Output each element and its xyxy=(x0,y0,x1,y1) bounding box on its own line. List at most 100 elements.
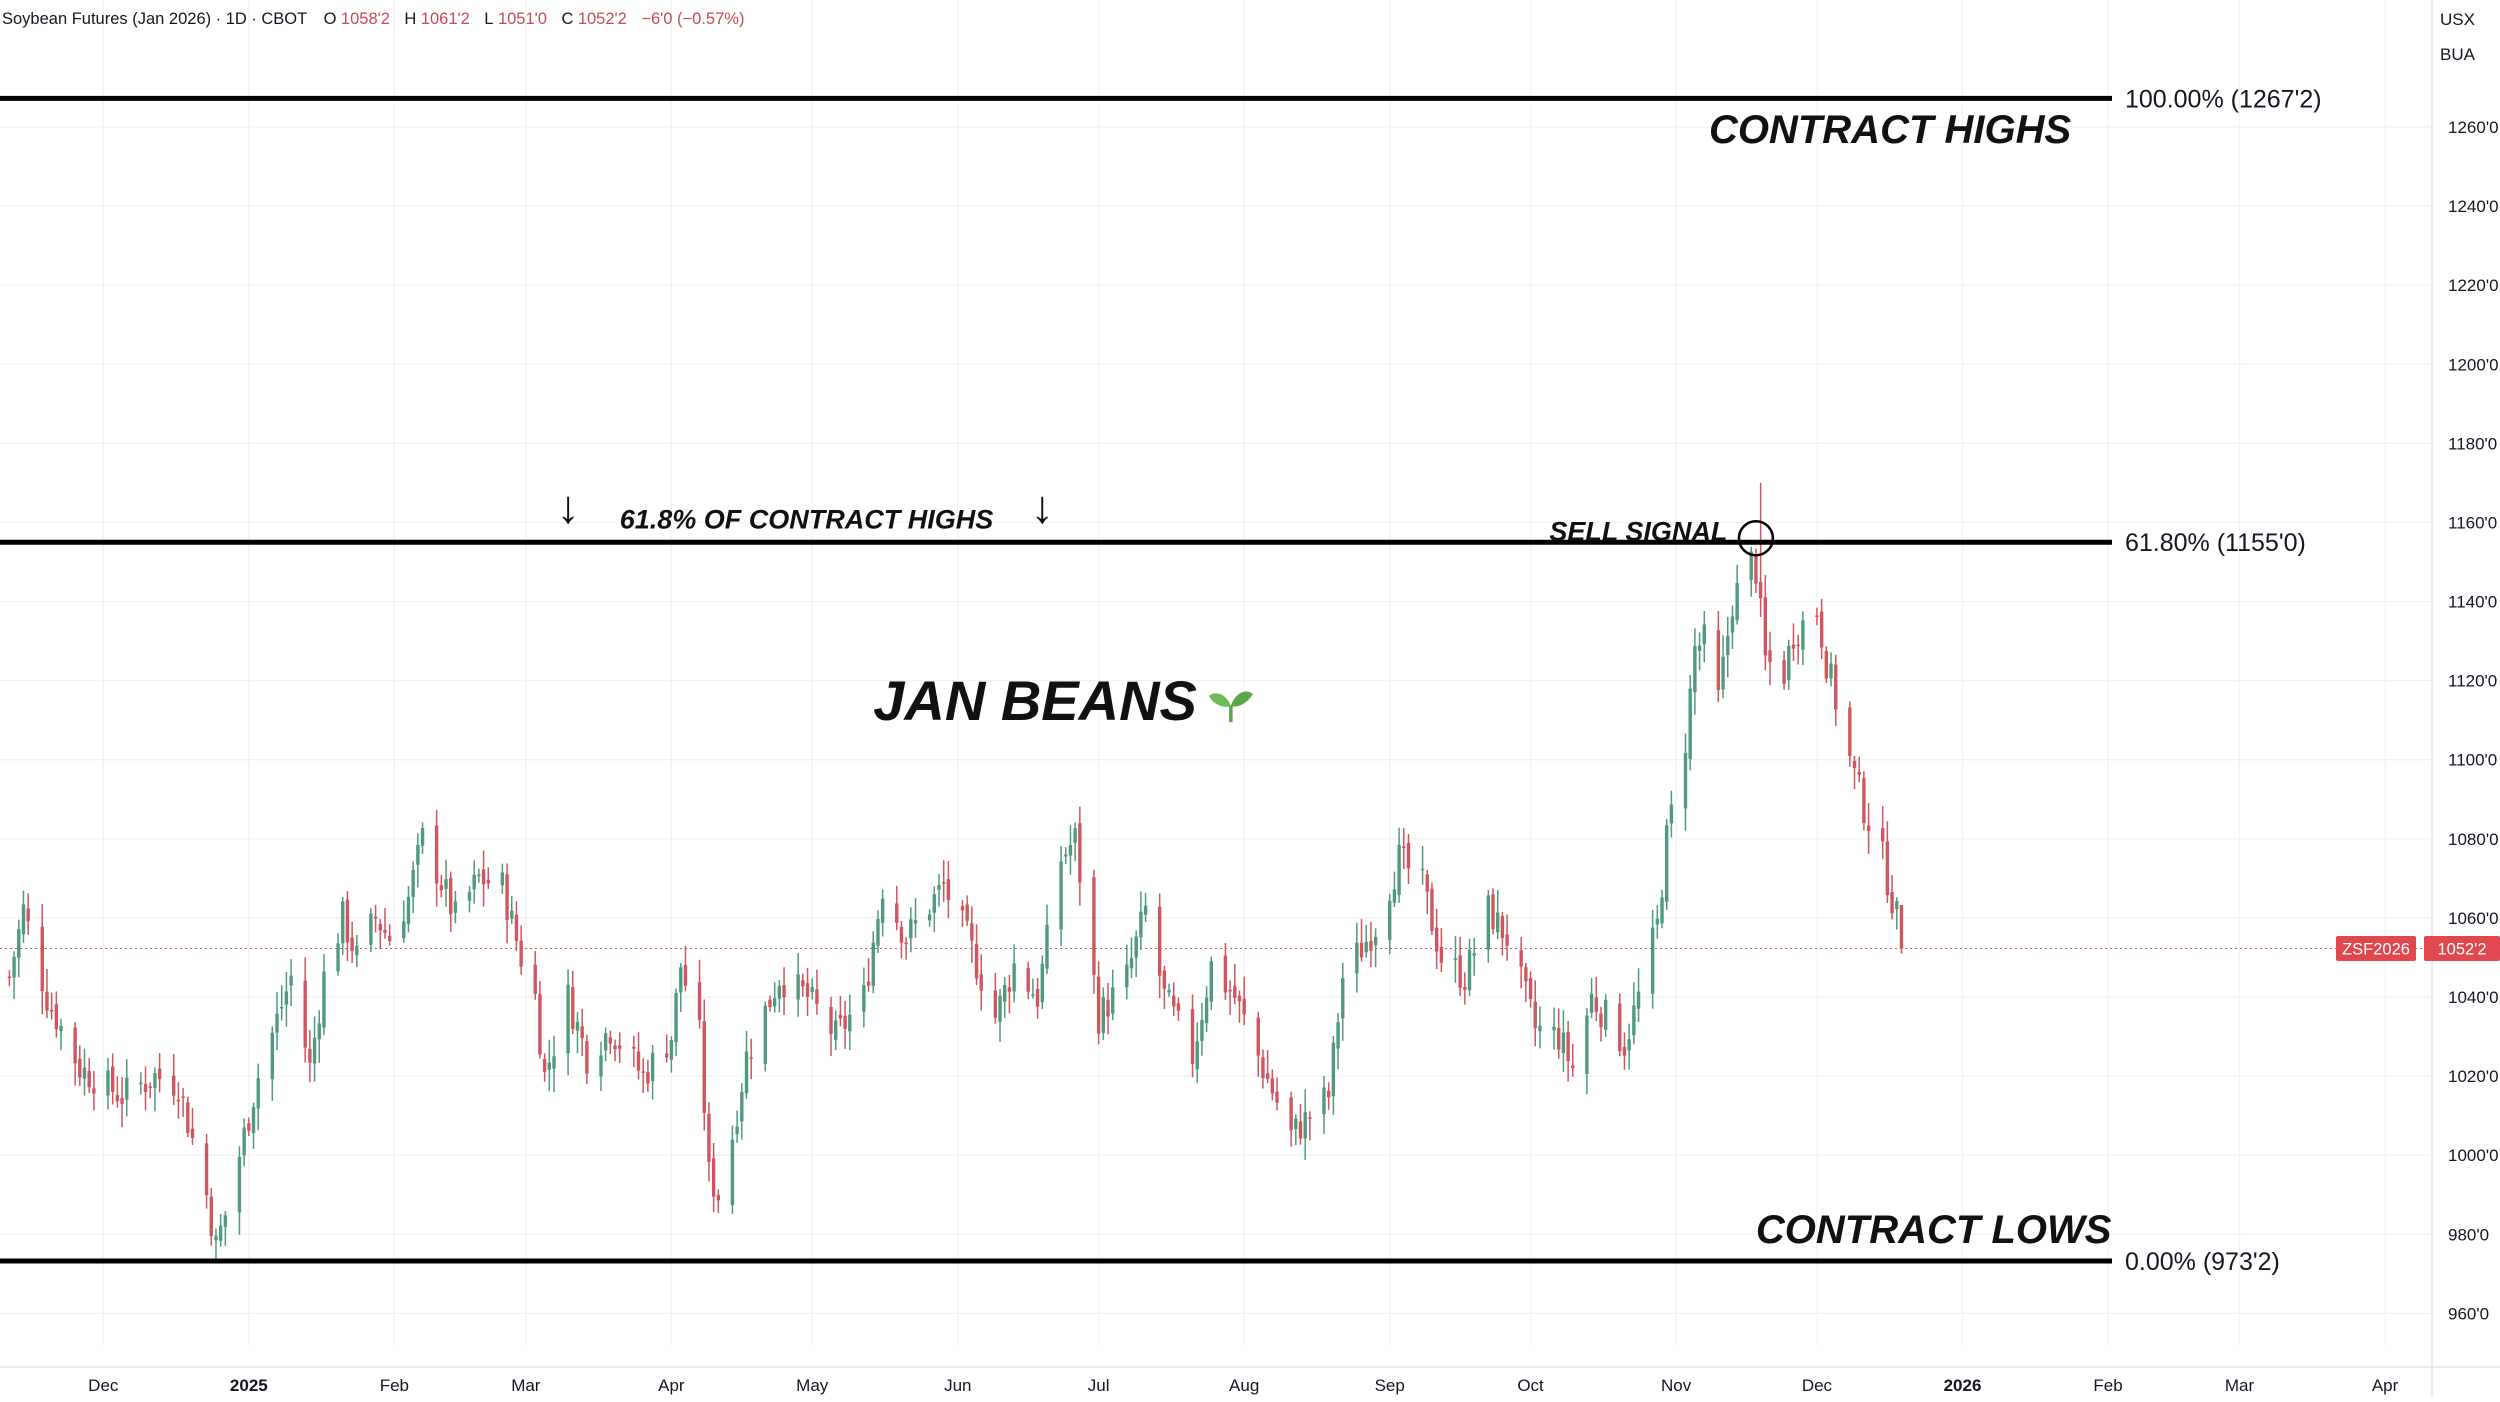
candle-body xyxy=(613,1045,617,1050)
candle xyxy=(176,1081,181,1119)
candle xyxy=(1491,888,1495,935)
candle xyxy=(416,833,420,888)
candle-body xyxy=(472,874,476,890)
candle-body xyxy=(1139,911,1143,938)
candle-body xyxy=(1496,912,1500,933)
candle xyxy=(322,954,326,1035)
candle xyxy=(1265,1050,1270,1084)
time-axis: Dec 2025 Feb Mar Apr May Jun Jul Aug Sep Oct Nov Dec… xyxy=(0,1366,2500,1395)
candle xyxy=(1275,1077,1279,1111)
candle-body xyxy=(866,981,871,986)
candle-body xyxy=(1538,1025,1542,1032)
quantity-unit[interactable]: BUA xyxy=(2440,45,2476,64)
candle xyxy=(1500,911,1505,956)
candle-body xyxy=(740,1091,744,1122)
candle xyxy=(763,1001,767,1072)
currency-unit[interactable]: USX xyxy=(2440,10,2475,29)
candle-body xyxy=(1167,989,1171,993)
candle xyxy=(1571,1043,1575,1077)
candle xyxy=(1758,482,1763,617)
candle-body xyxy=(1589,993,1594,1013)
x-tick-label: 2026 xyxy=(1944,1376,1982,1395)
candle xyxy=(1787,639,1791,690)
last-price-label: 1052'2 xyxy=(2437,941,2486,959)
candle xyxy=(1012,944,1016,1003)
x-tick-label: Apr xyxy=(2372,1376,2399,1395)
candle-body xyxy=(1190,1009,1195,1064)
candle xyxy=(49,992,54,1020)
candle xyxy=(345,891,350,961)
candle-body xyxy=(1402,846,1406,848)
candle-body xyxy=(519,940,523,967)
candle-body xyxy=(1801,620,1805,650)
candle xyxy=(862,967,866,1028)
candle-body xyxy=(683,965,688,986)
candle-body xyxy=(796,974,800,1000)
candle-body xyxy=(1524,967,1528,982)
candle-body xyxy=(284,991,289,1005)
candle xyxy=(782,967,786,1015)
candle-body xyxy=(434,825,439,884)
candle xyxy=(1589,978,1594,1019)
y-tick-label: 1260'0 xyxy=(2448,118,2499,137)
candle xyxy=(369,908,373,953)
candle-body xyxy=(913,920,918,924)
candle xyxy=(1866,803,1871,854)
candle-body xyxy=(1491,894,1495,930)
candle-body xyxy=(1035,989,1040,1007)
arrow-down-icon: ↓ xyxy=(1031,480,1054,532)
candle xyxy=(895,885,899,931)
candle-body xyxy=(275,1013,279,1033)
candle-body xyxy=(669,1040,674,1060)
candle-body xyxy=(636,1051,641,1071)
candle xyxy=(613,1039,617,1062)
y-tick-label: 1100'0 xyxy=(2448,751,2497,770)
candle xyxy=(580,1008,584,1057)
candle xyxy=(1059,846,1063,947)
candle-body xyxy=(1359,942,1364,958)
y-tick-label: 1140'0 xyxy=(2448,593,2497,612)
x-tick-label: Jul xyxy=(1088,1376,1110,1395)
candle-body xyxy=(599,1055,603,1077)
candle-body xyxy=(303,980,307,1048)
candle-body xyxy=(801,980,805,987)
candle-body xyxy=(1618,1003,1622,1052)
candle xyxy=(519,925,523,975)
candle-body xyxy=(876,918,880,946)
candle-body xyxy=(242,1127,246,1156)
interval: 1D xyxy=(226,10,247,28)
candle-body xyxy=(1397,844,1401,895)
candle-body xyxy=(49,1009,54,1012)
candle xyxy=(664,1034,669,1063)
candle-body xyxy=(1899,905,1904,949)
candle-body xyxy=(1059,861,1063,930)
high-value: 1061'2 xyxy=(421,10,470,28)
candle xyxy=(1223,942,1228,1000)
candle-body xyxy=(1486,895,1490,950)
candle xyxy=(730,1125,735,1214)
candle-body xyxy=(82,1067,87,1079)
candle xyxy=(54,991,59,1038)
candle-body xyxy=(1683,753,1688,809)
candle xyxy=(1622,1032,1627,1070)
candle-body xyxy=(1162,970,1167,989)
candle-body xyxy=(510,910,514,919)
open-label: O xyxy=(324,10,337,28)
candle-body xyxy=(110,1066,115,1092)
candle-body xyxy=(1040,963,1044,1003)
high-label: H xyxy=(404,10,416,28)
candle-body xyxy=(641,1071,645,1073)
candle xyxy=(618,1032,622,1064)
candle-body xyxy=(12,956,16,978)
y-tick-label: 1120'0 xyxy=(2448,672,2497,691)
candle-body xyxy=(1791,644,1796,649)
candle xyxy=(284,971,289,1027)
candle xyxy=(603,1027,608,1062)
candle-body xyxy=(78,1058,82,1078)
candle-body xyxy=(571,986,575,1029)
candle xyxy=(1369,921,1373,968)
contract-lows-annotation: CONTRACT LOWS xyxy=(1756,1208,2112,1252)
candle-body xyxy=(218,1225,223,1241)
